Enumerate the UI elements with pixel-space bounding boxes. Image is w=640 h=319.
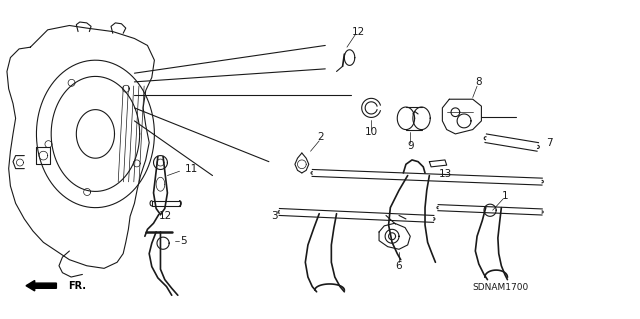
Text: 12: 12 xyxy=(159,211,172,221)
Text: 7: 7 xyxy=(547,137,553,148)
FancyArrow shape xyxy=(26,280,56,291)
Text: 10: 10 xyxy=(365,127,378,137)
Text: 5: 5 xyxy=(180,236,187,246)
Text: 6: 6 xyxy=(396,261,403,271)
Text: 2: 2 xyxy=(317,132,324,142)
Text: SDNAM1700: SDNAM1700 xyxy=(473,283,529,292)
Text: 13: 13 xyxy=(438,169,452,179)
Text: 12: 12 xyxy=(351,26,365,37)
Text: 8: 8 xyxy=(476,77,482,87)
Text: FR.: FR. xyxy=(68,281,86,291)
Text: 9: 9 xyxy=(407,141,413,151)
Text: 1: 1 xyxy=(502,191,508,201)
Text: 3: 3 xyxy=(271,211,278,221)
Text: 11: 11 xyxy=(185,165,198,174)
